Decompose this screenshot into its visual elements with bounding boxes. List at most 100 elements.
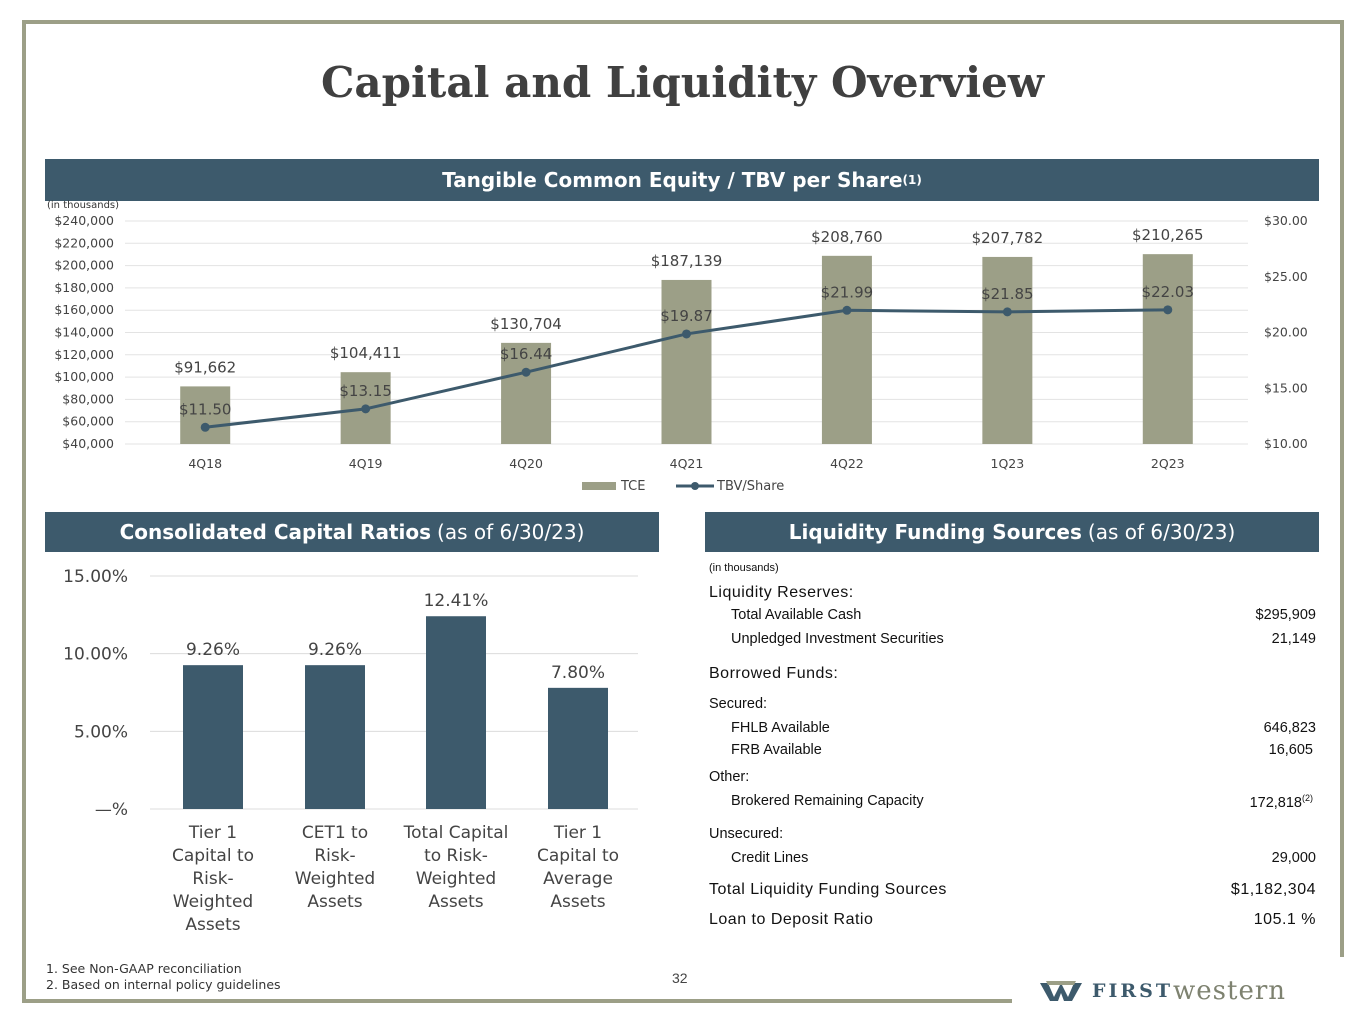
ratio-category-label: Weighted bbox=[416, 869, 496, 889]
y-tick-label-right: $20.00 bbox=[1264, 325, 1308, 340]
liquidity-row-value: 172,818(2) bbox=[1249, 793, 1313, 811]
units-note: (in thousands) bbox=[47, 200, 119, 211]
x-tick-label: 4Q22 bbox=[830, 456, 864, 471]
liquidity-band-suffix: (as of 6/30/23) bbox=[1087, 520, 1236, 544]
tce-band-title: Tangible Common Equity / TBV per Share bbox=[442, 168, 903, 192]
x-tick-label: 4Q19 bbox=[349, 456, 383, 471]
x-tick-label: 4Q18 bbox=[188, 456, 222, 471]
tbv-data-label: $13.15 bbox=[339, 382, 392, 400]
liquidity-band: Liquidity Funding Sources (as of 6/30/23) bbox=[705, 512, 1319, 552]
liquidity-row-label: Unpledged Investment Securities bbox=[731, 631, 944, 647]
y-tick-label-right: $15.00 bbox=[1264, 380, 1308, 395]
legend-tbv-label: TBV/Share bbox=[716, 479, 784, 494]
tbv-point bbox=[1163, 305, 1173, 315]
tce-bar bbox=[1142, 254, 1193, 444]
liquidity-row-label: Liquidity Reserves: bbox=[709, 584, 854, 601]
tbv-point bbox=[1002, 307, 1012, 317]
tbv-data-label: $16.44 bbox=[500, 345, 553, 363]
y-tick-label-left: $120,000 bbox=[54, 347, 114, 362]
ratio-category-label: CET1 to bbox=[302, 823, 368, 843]
ratio-bar bbox=[183, 665, 243, 809]
liquidity-table: Liquidity Reserves: Total Available Cash $… bbox=[709, 580, 1316, 940]
ratios-band-suffix: (as of 6/30/23) bbox=[437, 520, 585, 544]
liquidity-row-label: Secured: bbox=[709, 696, 768, 712]
liquidity-row-label: FRB Available bbox=[731, 742, 822, 758]
ratio-y-tick-label: —% bbox=[95, 800, 128, 820]
tce-bar bbox=[821, 255, 872, 444]
ratio-bar bbox=[548, 687, 608, 809]
tbv-data-label: $11.50 bbox=[179, 400, 232, 418]
y-tick-label-left: $140,000 bbox=[54, 325, 114, 340]
tce-bar bbox=[982, 256, 1033, 444]
y-tick-label-left: $160,000 bbox=[54, 302, 114, 317]
ratio-category-label: Assets bbox=[550, 892, 605, 912]
liquidity-row-label: Credit Lines bbox=[731, 850, 809, 866]
ratio-category-label: to Risk- bbox=[424, 846, 488, 866]
liquidity-row-label: Other: bbox=[709, 769, 750, 785]
liquidity-row-value: $295,909 bbox=[1255, 607, 1316, 623]
ratio-category-label: Assets bbox=[307, 892, 362, 912]
ratio-bar bbox=[305, 665, 365, 809]
liquidity-row-label: Borrowed Funds: bbox=[709, 665, 839, 682]
x-tick-label: 4Q20 bbox=[509, 456, 543, 471]
ratio-y-tick-label: 15.00% bbox=[63, 567, 128, 587]
y-tick-label-left: $180,000 bbox=[54, 280, 114, 295]
ratio-data-label: 7.80% bbox=[551, 663, 605, 683]
footnote: 1. See Non-GAAP reconciliation bbox=[46, 961, 242, 976]
y-tick-label-left: $200,000 bbox=[54, 258, 114, 273]
y-tick-label-left: $220,000 bbox=[54, 235, 114, 250]
tce-data-label: $207,782 bbox=[972, 229, 1044, 247]
tce-band: Tangible Common Equity / TBV per Share (1… bbox=[45, 159, 1319, 201]
tbv-data-label: $19.87 bbox=[660, 307, 713, 325]
tbv-point bbox=[521, 367, 531, 377]
liquidity-row-value: 21,149 bbox=[1271, 631, 1316, 647]
ratio-data-label: 12.41% bbox=[424, 591, 489, 611]
ratio-category-label: Tier 1 bbox=[553, 823, 602, 843]
tbv-data-label: $22.03 bbox=[1142, 283, 1195, 301]
liquidity-row-label: Total Liquidity Funding Sources bbox=[709, 881, 947, 898]
liquidity-row-label: FHLB Available bbox=[731, 720, 830, 736]
frame-bottom bbox=[22, 999, 1012, 1003]
ratio-y-tick-label: 5.00% bbox=[74, 722, 128, 742]
liquidity-row-value: 646,823 bbox=[1263, 720, 1316, 736]
liquidity-row-value: 29,000 bbox=[1271, 850, 1316, 866]
ratio-category-label: Assets bbox=[185, 915, 240, 935]
liquidity-row-value: 16,605 bbox=[1268, 742, 1313, 758]
x-tick-label: 1Q23 bbox=[991, 456, 1025, 471]
y-tick-label-left: $40,000 bbox=[62, 436, 114, 451]
x-tick-label: 4Q21 bbox=[670, 456, 704, 471]
footnote: 2. Based on internal policy guidelines bbox=[46, 977, 281, 992]
tbv-point bbox=[361, 404, 371, 414]
tce-bar bbox=[661, 279, 712, 444]
ratio-category-label: Weighted bbox=[173, 892, 253, 912]
y-tick-label-left: $100,000 bbox=[54, 369, 114, 384]
frame-right bbox=[1340, 20, 1344, 957]
ratio-category-label: Capital to bbox=[172, 846, 254, 866]
liquidity-row-label: Unsecured: bbox=[709, 826, 784, 842]
frame-left bbox=[22, 20, 26, 1003]
logo-western: western bbox=[1173, 976, 1287, 1006]
ratios-band: Consolidated Capital Ratios (as of 6/30/2… bbox=[45, 512, 659, 552]
liquidity-row-value: $1,182,304 bbox=[1230, 881, 1316, 898]
liquidity-row-label: Total Available Cash bbox=[731, 607, 862, 623]
tbv-data-label: $21.85 bbox=[981, 285, 1034, 303]
tbv-point bbox=[842, 305, 852, 315]
ratio-y-tick-label: 10.00% bbox=[63, 645, 128, 665]
y-tick-label-right: $25.00 bbox=[1264, 269, 1308, 284]
ratio-bar bbox=[426, 616, 486, 809]
liquidity-row-footnote-ref: (2) bbox=[1302, 793, 1313, 803]
ratio-category-label: Total Capital bbox=[403, 823, 509, 843]
page-number: 32 bbox=[672, 970, 688, 986]
tce-data-label: $104,411 bbox=[330, 344, 402, 362]
tbv-data-label: $21.99 bbox=[821, 283, 874, 301]
liquidity-row-label: Brokered Remaining Capacity bbox=[731, 793, 924, 809]
legend-tce-swatch bbox=[582, 482, 616, 490]
company-logo: FIRST western bbox=[1040, 976, 1286, 1006]
ratios-chart: —% 5.00% 10.00% 15.00% 9.26% Tier 1 Capital to… bbox=[63, 567, 638, 935]
liquidity-row-value: 105.1 % bbox=[1253, 911, 1316, 928]
liquidity-row-label: Loan to Deposit Ratio bbox=[709, 911, 874, 928]
y-tick-label-left: $80,000 bbox=[62, 391, 114, 406]
liquidity-band-title: Liquidity Funding Sources bbox=[788, 520, 1082, 544]
w-logo-icon bbox=[1040, 981, 1082, 1001]
liquidity-units-note: (in thousands) bbox=[709, 562, 779, 574]
